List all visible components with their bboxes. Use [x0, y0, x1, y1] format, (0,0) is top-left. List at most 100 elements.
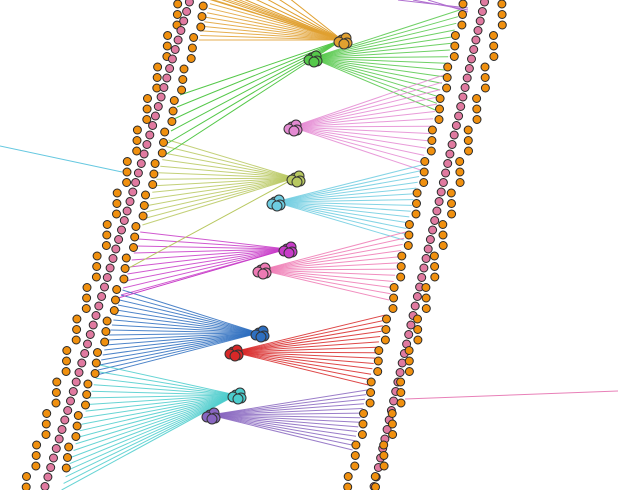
- edge: [116, 309, 260, 334]
- bead: [396, 398, 406, 408]
- bead: [77, 358, 87, 368]
- edge: [274, 201, 406, 235]
- bead: [446, 188, 456, 198]
- bead: [139, 149, 149, 159]
- bead: [358, 419, 368, 429]
- edge: [133, 248, 288, 254]
- bead: [72, 314, 82, 324]
- red-cluster-hub: [224, 344, 244, 362]
- bead: [359, 409, 368, 418]
- bead: [454, 111, 464, 121]
- edge: [274, 176, 420, 203]
- edge: [279, 0, 343, 41]
- bead: [395, 368, 405, 377]
- bead: [379, 440, 389, 450]
- edge: [232, 330, 382, 353]
- bead: [145, 130, 155, 140]
- bead: [108, 254, 118, 263]
- edge: [209, 403, 364, 416]
- edge: [101, 332, 260, 361]
- hub-node: [288, 125, 300, 137]
- edge: [232, 346, 378, 353]
- edge: [232, 351, 374, 364]
- edge: [168, 139, 296, 179]
- edge: [79, 394, 237, 432]
- bead: [101, 241, 111, 250]
- edge: [152, 177, 296, 193]
- bead: [57, 425, 67, 434]
- edge: [260, 269, 393, 289]
- edge: [87, 394, 237, 405]
- bead: [458, 92, 468, 102]
- bead: [172, 10, 182, 19]
- bead: [51, 388, 61, 397]
- bead: [101, 327, 111, 336]
- bead: [80, 349, 90, 358]
- bead: [111, 244, 121, 254]
- edge: [291, 103, 437, 128]
- bead: [61, 367, 71, 376]
- edge: [209, 414, 355, 442]
- bead: [455, 178, 465, 187]
- bead: [159, 83, 169, 92]
- strand-R_out: [370, 0, 507, 490]
- edge: [209, 394, 367, 416]
- edge: [205, 16, 343, 41]
- edge: [291, 118, 434, 128]
- bead: [184, 0, 194, 7]
- bead: [442, 83, 452, 93]
- bead: [412, 292, 422, 301]
- bead: [152, 73, 162, 82]
- bead: [122, 167, 132, 177]
- bead: [455, 157, 465, 166]
- light-blue-cluster-hub: [266, 194, 286, 212]
- bead: [149, 169, 159, 179]
- bead: [122, 178, 132, 187]
- blue-cluster: [96, 289, 260, 376]
- bead: [430, 272, 440, 282]
- bead: [97, 292, 107, 301]
- hub-node: [271, 200, 283, 212]
- teal-cluster-hub: [227, 387, 247, 405]
- edge: [120, 294, 260, 334]
- bead: [351, 440, 361, 450]
- bead: [388, 430, 398, 439]
- bead: [150, 111, 160, 121]
- edge: [311, 42, 452, 59]
- bead: [170, 45, 180, 54]
- bead: [74, 368, 84, 377]
- bead: [132, 146, 142, 156]
- bead: [382, 314, 391, 324]
- bead: [434, 115, 444, 124]
- edge: [209, 3, 343, 41]
- edge: [71, 394, 237, 458]
- red-cluster: [232, 314, 386, 386]
- bead: [179, 16, 189, 26]
- edge: [61, 394, 237, 490]
- bead: [125, 197, 135, 206]
- edge: [291, 126, 423, 164]
- bead: [366, 377, 376, 387]
- bead: [389, 293, 399, 303]
- edge: [311, 57, 438, 104]
- bead: [412, 199, 421, 208]
- bead: [373, 367, 383, 376]
- bead: [442, 73, 452, 82]
- bead: [467, 54, 476, 64]
- bead: [396, 262, 406, 271]
- edge: [209, 414, 360, 423]
- edge: [311, 29, 455, 59]
- bead: [82, 283, 92, 292]
- edge: [291, 126, 425, 156]
- bead: [143, 94, 152, 103]
- bead: [417, 273, 427, 282]
- edge: [260, 269, 391, 295]
- bead: [438, 178, 448, 187]
- hub-node: [255, 331, 267, 343]
- edge: [67, 394, 237, 471]
- bead: [389, 396, 399, 406]
- edge: [274, 201, 413, 206]
- edge: [232, 325, 383, 353]
- bead: [435, 104, 444, 114]
- edge: [110, 329, 260, 334]
